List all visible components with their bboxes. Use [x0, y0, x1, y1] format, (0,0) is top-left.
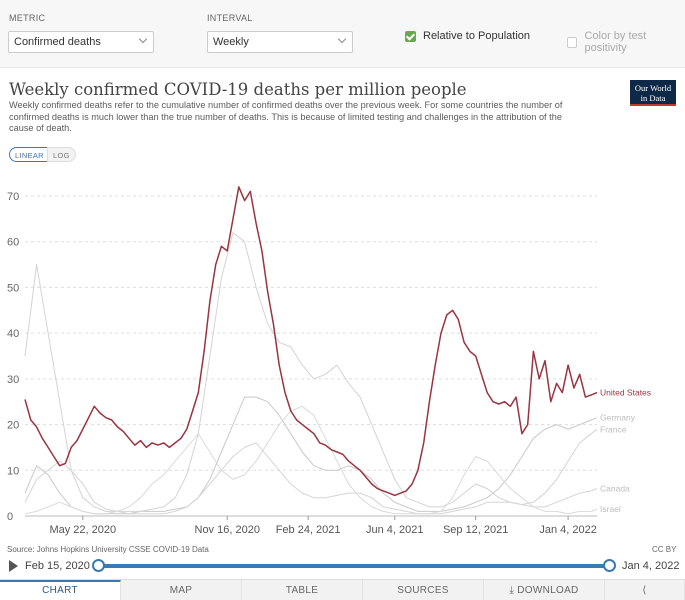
checkbox-checked-icon [405, 30, 416, 42]
series-line-germany [24, 396, 598, 515]
timeline-start-handle[interactable] [92, 559, 105, 572]
bottom-tabs: CHART MAP TABLE SOURCES ⤓ DOWNLOAD ⟨ [0, 579, 685, 600]
color-by-test-positivity-checkbox[interactable]: Color by test positivity [567, 30, 685, 54]
x-tick-label: Jun 4, 2021 [366, 524, 424, 536]
chevron-down-icon [337, 34, 347, 44]
series-line-france [24, 232, 598, 512]
x-tick-label: Jan 4, 2022 [539, 524, 597, 536]
download-icon: ⤓ [509, 585, 515, 596]
x-tick-label: Feb 24, 2021 [276, 524, 341, 536]
controls-bar: METRIC Confirmed deaths INTERVAL Weekly … [0, 0, 685, 68]
tab-download-label: DOWNLOAD [517, 585, 579, 596]
tab-table[interactable]: TABLE [242, 580, 363, 600]
chart-title: Weekly confirmed COVID-19 deaths per mil… [9, 80, 467, 99]
logo-line-1: Our World [634, 83, 672, 93]
owid-logo[interactable]: Our World in Data [630, 80, 676, 106]
series-line-israel [24, 405, 598, 515]
x-tick-label: May 22, 2020 [49, 524, 116, 536]
y-tick-label: 40 [7, 328, 19, 340]
tab-map[interactable]: MAP [121, 580, 242, 600]
y-tick-label: 10 [7, 465, 19, 477]
series-label-germany: Germany [600, 413, 636, 423]
metric-label: METRIC [9, 13, 46, 23]
play-icon[interactable] [9, 560, 18, 572]
relative-to-population-checkbox[interactable]: Relative to Population [405, 30, 530, 42]
timeline-slider[interactable] [92, 559, 616, 572]
tab-sources[interactable]: SOURCES [363, 580, 484, 600]
timeline-start-date: Feb 15, 2020 [25, 560, 90, 572]
source-note: Source: Johns Hopkins University CSSE CO… [7, 545, 209, 554]
series-label-israel: Israel [600, 504, 621, 514]
relative-to-population-label: Relative to Population [423, 30, 531, 42]
timeline-end-date: Jan 4, 2022 [622, 560, 680, 572]
interval-select[interactable]: Weekly [207, 31, 353, 53]
log-scale-button[interactable]: LOG [47, 147, 76, 162]
chart-subtitle: Weekly confirmed deaths refer to the cum… [9, 100, 563, 133]
series-label-canada: Canada [600, 484, 630, 494]
license-link[interactable]: CC BY [652, 545, 677, 554]
line-chart: 0 10 20 30 40 50 60 70 May 22, 2020 Nov 16, 2020 F… [7, 186, 651, 536]
series-label-united-states: United States [600, 388, 651, 398]
series-line-canada [24, 442, 598, 515]
y-tick-label: 50 [7, 282, 19, 294]
tab-download[interactable]: ⤓ DOWNLOAD [484, 580, 605, 600]
share-icon: ⟨ [642, 585, 647, 596]
linear-scale-button[interactable]: LINEAR [9, 147, 50, 162]
tab-chart[interactable]: CHART [0, 580, 121, 600]
y-tick-label: 60 [7, 237, 19, 249]
logo-line-2: in Data [640, 93, 666, 103]
checkbox-unchecked-icon [567, 36, 578, 48]
series-label-france: France [600, 425, 627, 435]
interval-select-value: Weekly [213, 36, 249, 48]
series-line-united-states [24, 186, 598, 497]
y-tick-label: 0 [7, 511, 13, 523]
y-tick-label: 70 [7, 191, 19, 203]
timeline-range [98, 564, 610, 568]
metric-select-value: Confirmed deaths [14, 36, 101, 48]
chevron-down-icon [138, 34, 148, 44]
share-button[interactable]: ⟨ [605, 580, 685, 600]
timeline-end-handle[interactable] [603, 559, 616, 572]
y-tick-label: 20 [7, 420, 19, 432]
metric-select[interactable]: Confirmed deaths [8, 31, 154, 53]
y-tick-label: 30 [7, 374, 19, 386]
color-by-test-positivity-label: Color by test positivity [584, 30, 647, 54]
x-tick-label: Sep 12, 2021 [443, 524, 508, 536]
interval-label: INTERVAL [207, 13, 253, 23]
x-tick-label: Nov 16, 2020 [195, 524, 260, 536]
